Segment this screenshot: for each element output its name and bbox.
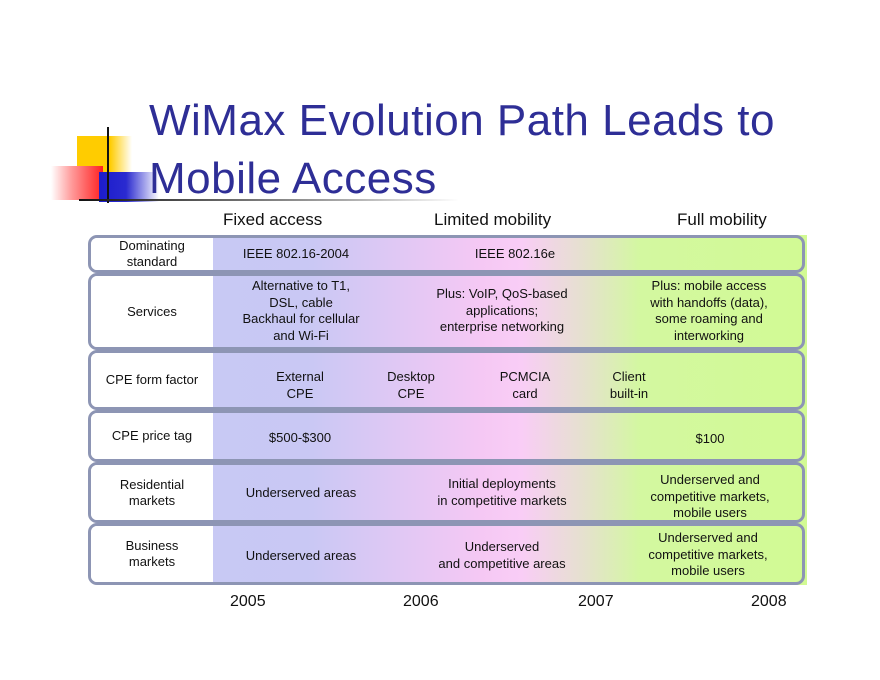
cell-residential-limited: Initial deployments in competitive market… (437, 476, 567, 508)
row-business-markets: Business markets (88, 523, 805, 585)
cell-services-full: Plus: mobile access with handoffs (data),… (650, 278, 768, 343)
cell-residential-full: Underserved and competitive markets, mobil… (650, 472, 770, 520)
row-services: Services (88, 273, 805, 350)
cell-business-limited: Underserved and competitive areas (438, 539, 566, 571)
row-residential-markets: Residential markets (88, 462, 805, 523)
cell-standard-limited: IEEE 802.16e (474, 246, 556, 261)
row-dominating-standard: Dominating standard (88, 235, 805, 273)
slide-title: WiMax Evolution Path Leads to Mobile Acc… (149, 92, 775, 208)
cell-form-external-cpe: External CPE (276, 369, 324, 401)
cell-form-pcmcia-card: PCMCIA card (499, 369, 551, 401)
cell-business-full: Underserved and competitive markets, mobil… (648, 530, 768, 578)
year-2008: 2008 (751, 593, 787, 610)
cell-services-fixed: Alternative to T1, DSL, cable Backhaul for… (242, 278, 360, 343)
phase-full-mobility: Full mobility (677, 210, 767, 229)
row-label: CPE form factor (91, 353, 213, 407)
row-label: Services (91, 276, 213, 347)
cell-form-client-built-in: Client built-in (609, 369, 649, 401)
year-2006: 2006 (403, 593, 439, 610)
cell-standard-fixed: IEEE 802.16-2004 (242, 246, 350, 261)
title-line-2: Mobile Access (149, 154, 437, 203)
cell-residential-fixed: Underserved areas (245, 485, 357, 500)
row-label: Dominating standard (91, 238, 213, 270)
cell-services-limited: Plus: VoIP, QoS-based applications; enterp… (436, 286, 568, 334)
cell-price-full: $100 (695, 431, 725, 446)
title-line-1: WiMax Evolution Path Leads to (149, 96, 775, 145)
year-2007: 2007 (578, 593, 614, 610)
row-label: CPE price tag (91, 413, 213, 459)
phase-fixed-access: Fixed access (223, 210, 323, 229)
red-square-decoration (51, 166, 103, 200)
blue-square-decoration (99, 172, 159, 202)
phase-limited-mobility: Limited mobility (434, 210, 552, 229)
row-label: Residential markets (91, 465, 213, 520)
title-underline (79, 199, 459, 201)
row-label: Business markets (91, 526, 213, 582)
cell-price-fixed: $500-$300 (268, 430, 332, 445)
cell-form-desktop-cpe: Desktop CPE (387, 369, 435, 401)
row-cpe-form-factor: CPE form factor (88, 350, 805, 410)
year-2005: 2005 (230, 593, 266, 610)
vertical-rule-decoration (107, 127, 109, 203)
cell-business-fixed: Underserved areas (245, 548, 357, 563)
row-cpe-price-tag: CPE price tag (88, 410, 805, 462)
